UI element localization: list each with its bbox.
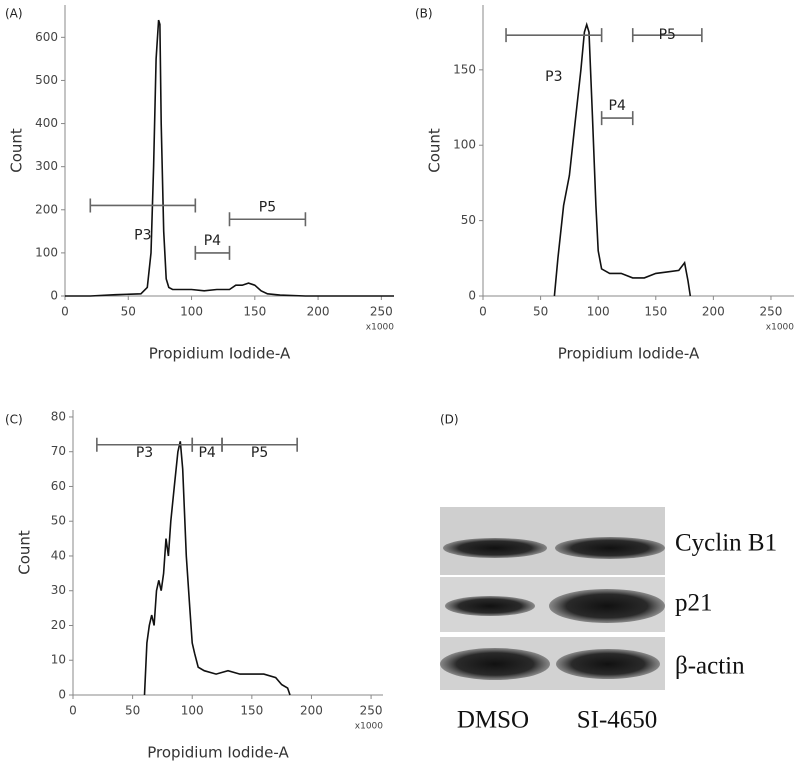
x-tick-label: 100	[587, 305, 610, 319]
band	[556, 649, 660, 679]
x-tick-label: 250	[760, 305, 783, 319]
y-tick-label: 60	[51, 479, 66, 493]
band-label: Cyclin B1	[675, 530, 777, 557]
gate-label: P5	[259, 199, 276, 215]
panel-label: (A)	[5, 7, 23, 21]
y-tick-label: 70	[51, 444, 66, 458]
x-unit: x1000	[366, 323, 395, 333]
gate-label: P4	[609, 98, 626, 114]
y-tick-label: 0	[50, 289, 58, 303]
histogram-panel: (B) 0 50 100 150 0 50 100 150 200 250 x1000 Propidiu…	[415, 5, 794, 363]
y-tick-label: 50	[461, 213, 476, 227]
band-label: p21	[675, 590, 713, 617]
y-tick-label: 300	[35, 159, 58, 173]
x-unit: x1000	[355, 722, 384, 732]
y-tick-label: 10	[51, 653, 66, 667]
band	[443, 538, 547, 558]
x-tick-label: 50	[533, 305, 548, 319]
histogram-line	[65, 19, 394, 297]
x-tick-label: 100	[180, 305, 203, 319]
y-tick-label: 150	[453, 62, 476, 76]
y-axis-title: Count	[16, 530, 34, 575]
y-tick-label: 20	[51, 618, 66, 632]
x-tick-label: 250	[360, 704, 383, 718]
y-tick-label: 600	[35, 30, 58, 44]
band	[555, 537, 665, 559]
lane-label: SI-4650	[577, 707, 658, 734]
y-tick-label: 200	[35, 202, 58, 216]
band	[549, 589, 665, 623]
x-tick-label: 50	[121, 305, 136, 319]
x-axis-title: Propidium Iodide-A	[149, 345, 291, 363]
x-tick-label: 150	[243, 305, 266, 319]
x-tick-label: 200	[307, 305, 330, 319]
x-axis-title: Propidium Iodide-A	[147, 744, 289, 762]
gate-label: P3	[134, 227, 151, 243]
gate-label: P3	[545, 69, 562, 85]
gate	[600, 111, 634, 126]
gate-label: P4	[198, 445, 215, 461]
gate-label: P5	[251, 445, 268, 461]
gate	[89, 198, 197, 213]
panel-label: (B)	[415, 7, 433, 21]
gate-label: P3	[136, 445, 153, 461]
gate-label: P5	[659, 27, 676, 43]
gate	[221, 437, 298, 452]
band	[440, 648, 550, 680]
y-axis-title: Count	[426, 128, 444, 173]
gate-label: P4	[204, 233, 221, 249]
y-tick-label: 50	[51, 514, 66, 528]
y-tick-label: 400	[35, 116, 58, 130]
x-tick-label: 0	[61, 305, 69, 319]
lane-label: DMSO	[457, 707, 529, 734]
x-tick-label: 150	[240, 704, 263, 718]
y-tick-label: 100	[35, 245, 58, 259]
x-tick-label: 0	[69, 704, 77, 718]
histogram-panel: (A) 0 100 200 300 400 500 600 0 50 100 150 200 250 x10…	[5, 5, 394, 363]
histogram-line	[553, 21, 692, 297]
y-tick-label: 30	[51, 583, 66, 597]
band-label: β-actin	[675, 653, 745, 680]
histogram-line	[143, 441, 291, 696]
western-blot: (D) Cyclin B1 p21 β-actin DMSO SI-4650	[440, 413, 777, 734]
gate	[505, 28, 603, 43]
y-axis-title: Count	[8, 128, 26, 173]
gate	[631, 28, 703, 43]
panel-label: (D)	[440, 413, 459, 427]
y-tick-label: 40	[51, 548, 66, 562]
y-tick-label: 0	[468, 289, 476, 303]
x-tick-label: 250	[370, 305, 393, 319]
y-tick-label: 80	[51, 409, 66, 423]
x-tick-label: 200	[300, 704, 323, 718]
band	[445, 596, 535, 616]
y-tick-label: 0	[58, 688, 66, 702]
y-tick-label: 100	[453, 138, 476, 152]
x-tick-label: 150	[644, 305, 667, 319]
gate	[194, 245, 231, 260]
x-tick-label: 50	[125, 704, 140, 718]
gate	[228, 212, 307, 227]
x-unit: x1000	[766, 323, 795, 333]
y-tick-label: 500	[35, 73, 58, 87]
x-tick-label: 200	[702, 305, 725, 319]
x-axis-title: Propidium Iodide-A	[558, 345, 700, 363]
x-tick-label: 0	[479, 305, 487, 319]
histogram-panel: (C) 0 10 20 30 40 50 60 70 80 0 50 100 150 200 250 x1000…	[5, 409, 383, 761]
x-tick-label: 100	[181, 704, 204, 718]
panel-label: (C)	[5, 413, 23, 427]
